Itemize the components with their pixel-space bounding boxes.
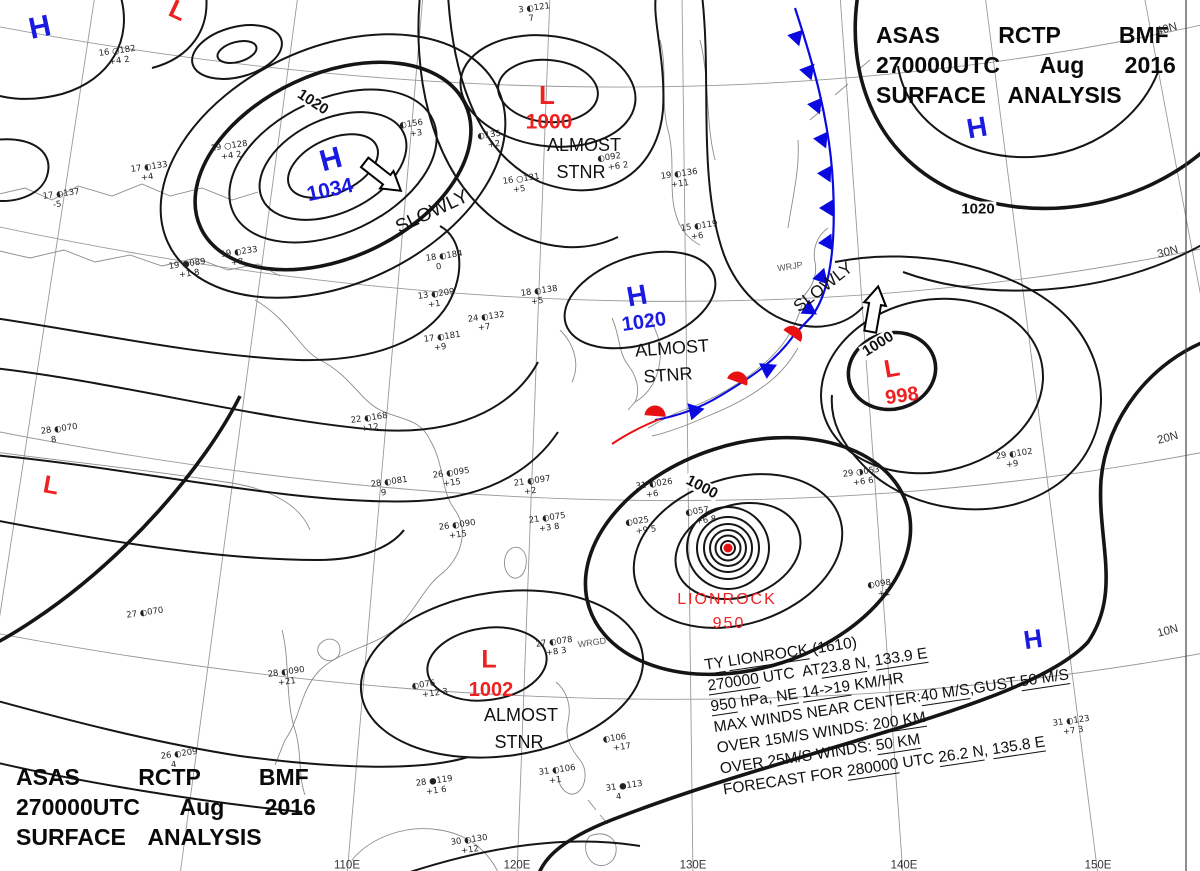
lon-label-110e: 110E [333, 859, 361, 871]
title-block-top-right: ASAS RCTP BMF 270000UTC Aug 2016 SURFACE A… [876, 20, 1176, 110]
cold-front-triangle [819, 199, 833, 217]
isobar-label-1020-ne: 1020 [959, 200, 997, 218]
front-markers [359, 29, 888, 421]
stationary-front-line-blue [654, 334, 795, 421]
low-value-north: 1000 [525, 110, 573, 134]
title-line: SURFACE ANALYSIS [876, 82, 1122, 108]
almost-label-north: ALMOST [546, 135, 622, 155]
lon-label-120e: 120E [503, 859, 531, 871]
lon-label-130e: 130E [679, 859, 707, 871]
stnr-label-1002: STNR [494, 732, 544, 752]
station-plot: ◐156 +3 [398, 117, 424, 140]
stationary-front-semicircle [727, 371, 748, 386]
stnr-label-korea: STNR [642, 363, 694, 387]
cold-front-triangle [807, 97, 823, 115]
title-line: ASAS RCTP BMF [16, 764, 309, 790]
title-block-bottom-left: ASAS RCTP BMF 270000UTC Aug 2016 SURFACE A… [16, 762, 316, 852]
title-line: SURFACE ANALYSIS [16, 824, 262, 850]
station-plot: ◐025 +9 5 [624, 515, 657, 537]
stationary-front-semicircle [644, 405, 666, 417]
station-plot: ◐135 +2 [476, 128, 502, 151]
station-plot: ◐106 +17 [602, 731, 632, 754]
almost-label-1002: ALMOST [483, 705, 559, 725]
low-value-1002: 1002 [468, 679, 514, 701]
cold-front-triangle [800, 299, 817, 315]
cold-front-triangle [817, 165, 832, 183]
typhoon-name-label: LIONROCK [677, 591, 777, 608]
low-symbol-north: L [539, 80, 555, 110]
typhoon-center-dot [723, 543, 733, 553]
title-line: ASAS RCTP BMF [876, 22, 1169, 48]
movement-arrow [862, 284, 888, 334]
coastlines [0, 39, 871, 871]
almost-label-korea: ALMOST [634, 335, 710, 361]
cold-front-triangle [787, 29, 803, 47]
cold-front-line [793, 7, 835, 336]
stationary-front-line-red [611, 418, 661, 445]
title-line: 270000UTC Aug 2016 [876, 52, 1176, 78]
low-symbol-1002: L [481, 645, 497, 674]
typhoon-pressure-label: 950 [712, 615, 746, 632]
stnr-label-north: STNR [556, 162, 606, 182]
high-symbol-southeast: H [1021, 622, 1045, 656]
movement-arrow [359, 156, 403, 192]
cold-front-triangle [799, 63, 815, 81]
low-value-998: 998 [883, 382, 921, 410]
stationary-front-triangle [759, 363, 777, 379]
cold-front-triangle [818, 233, 833, 251]
lon-label-140e: 140E [890, 859, 918, 871]
station-plot: ◐098 +1 [866, 577, 892, 600]
lon-label-150e: 150E [1084, 859, 1112, 871]
stationary-front-semicircle [783, 325, 803, 342]
cold-front-triangle [812, 267, 828, 285]
stationary-front-triangle [687, 403, 705, 421]
cold-front-triangle [813, 131, 828, 149]
station-plot: ◐057 +6 8 [684, 505, 717, 527]
station-plot: ◐092 +6 2 [596, 151, 629, 173]
title-line: 270000UTC Aug 2016 [16, 794, 316, 820]
